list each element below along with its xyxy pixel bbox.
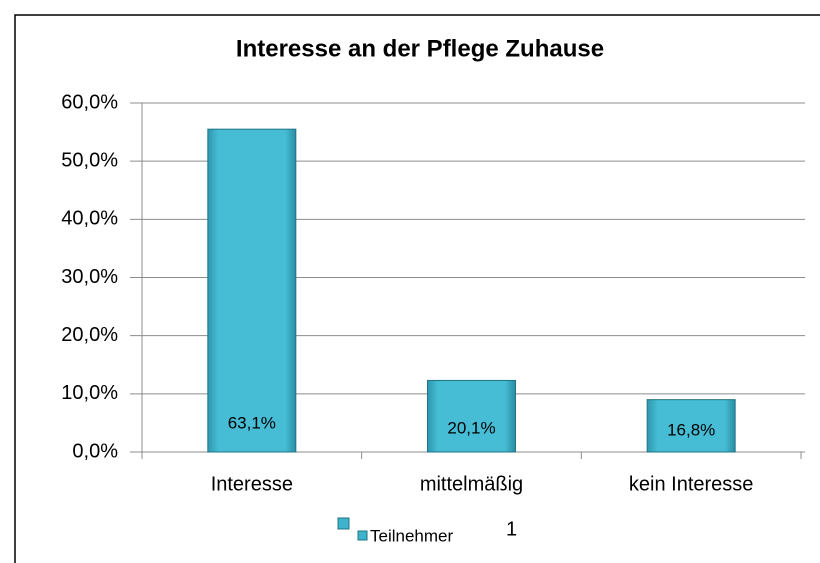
x-tick-label: Interesse xyxy=(211,473,293,495)
bar xyxy=(646,399,736,453)
x-tick-label: kein Interesse xyxy=(629,473,754,495)
legend-label: Teilnehmer xyxy=(370,526,453,545)
legend-swatch xyxy=(357,530,368,541)
bar-annotation: 16,8% xyxy=(667,420,715,439)
y-tick-label: 0,0% xyxy=(72,440,118,462)
y-tick-label: 60,0% xyxy=(61,91,118,113)
y-tick-label: 20,0% xyxy=(61,324,118,346)
bar xyxy=(207,128,297,453)
bar xyxy=(427,379,516,453)
y-tick-label: 10,0% xyxy=(61,382,118,404)
y-tick-label: 40,0% xyxy=(61,208,118,230)
y-tick-label: 50,0% xyxy=(61,149,118,171)
x-tick-label: mittelmäßig xyxy=(420,473,523,495)
y-tick-label: 30,0% xyxy=(61,266,118,288)
legend-swatch xyxy=(337,517,350,530)
chart-frame xyxy=(14,14,820,563)
bar-annotation: 63,1% xyxy=(228,413,276,432)
chart-title: Interesse an der Pflege Zuhause xyxy=(236,35,604,62)
bar-annotation: 20,1% xyxy=(447,418,495,437)
legend-note: 1 xyxy=(506,518,517,540)
